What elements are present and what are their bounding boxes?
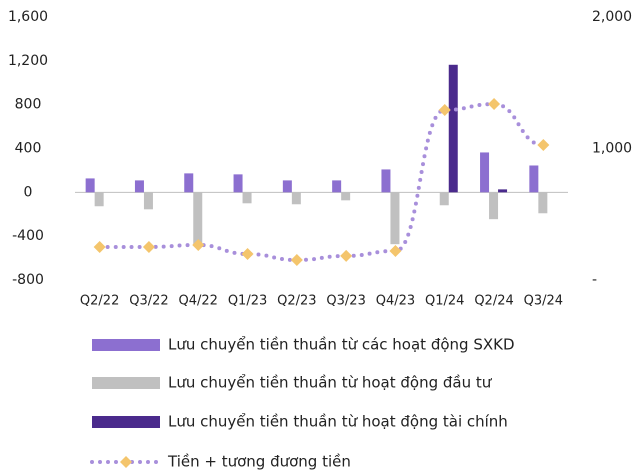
bar xyxy=(134,180,144,193)
legend-label: Lưu chuyển tiền thuần từ các hoạt động S… xyxy=(168,336,515,354)
bar xyxy=(390,192,400,245)
y2-tick-label: 1,000 xyxy=(592,141,632,157)
y2-tick-label: 2,000 xyxy=(592,9,632,25)
line-marker xyxy=(488,98,501,111)
x-tick-label: Q4/22 xyxy=(179,294,218,309)
bar xyxy=(448,64,458,193)
x-tick-label: Q2/23 xyxy=(277,294,316,309)
line-marker xyxy=(192,239,205,252)
line-marker xyxy=(389,244,402,257)
y-tick-label: 0 xyxy=(24,184,33,200)
line-marker xyxy=(438,103,451,116)
x-tick-label: Q1/23 xyxy=(228,294,267,309)
bar xyxy=(291,192,301,205)
bar xyxy=(184,173,194,193)
line-marker xyxy=(537,138,550,151)
x-tick-label: Q3/24 xyxy=(524,294,563,309)
y-tick-label: 1,600 xyxy=(8,9,48,25)
x-tick-label: Q1/24 xyxy=(425,294,464,309)
legend-label: Tiền + tương đương tiền xyxy=(167,453,351,471)
line-marker xyxy=(241,247,254,260)
legend-label: Lưu chuyển tiền thuần từ hoạt động tài c… xyxy=(168,413,508,431)
line xyxy=(97,102,546,263)
bar xyxy=(94,192,104,207)
y-tick-label: 1,200 xyxy=(8,53,48,69)
bar xyxy=(282,180,292,193)
y-tick-label: 800 xyxy=(15,97,42,113)
x-tick-label: Q4/23 xyxy=(376,294,415,309)
legend-swatch xyxy=(92,377,160,389)
bar xyxy=(193,192,203,246)
line-marker xyxy=(340,249,353,262)
bar xyxy=(538,192,548,214)
x-tick-label: Q2/22 xyxy=(80,294,119,309)
bar xyxy=(489,192,499,220)
bar xyxy=(85,178,95,193)
bar xyxy=(341,192,351,201)
line-marker xyxy=(290,254,303,267)
bar xyxy=(480,152,490,193)
bar xyxy=(498,189,508,193)
bar xyxy=(332,180,342,193)
bar xyxy=(381,169,391,193)
y-tick-label: -400 xyxy=(12,228,44,244)
x-tick-label: Q3/23 xyxy=(326,294,365,309)
legend-label: Lưu chuyển tiền thuần từ hoạt động đầu t… xyxy=(168,374,493,392)
x-tick-label: Q2/24 xyxy=(474,294,513,309)
bar xyxy=(439,192,449,206)
y-tick-label: 400 xyxy=(15,141,42,157)
y2-tick-label: - xyxy=(592,272,597,288)
bar xyxy=(529,165,539,193)
x-tick-label: Q3/22 xyxy=(129,294,168,309)
bar xyxy=(242,192,252,204)
legend-marker xyxy=(120,456,132,468)
legend-swatch xyxy=(92,339,160,351)
y-tick-label: -800 xyxy=(12,272,44,288)
line-marker xyxy=(93,240,106,253)
line-marker xyxy=(142,240,155,253)
bar xyxy=(233,174,243,193)
legend-swatch xyxy=(92,416,160,428)
bar xyxy=(143,192,153,210)
